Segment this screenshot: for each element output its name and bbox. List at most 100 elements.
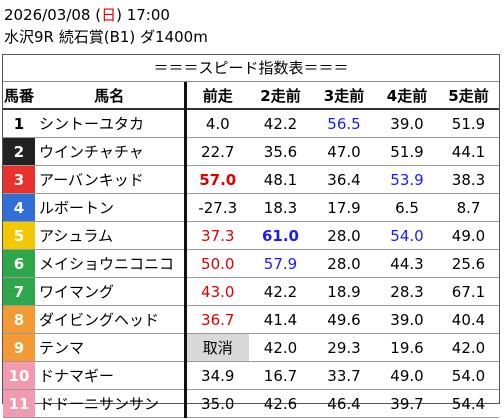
speed-index: 49.0 [376, 361, 438, 390]
speed-index: 17.9 [312, 193, 376, 222]
horse-number: 3 [3, 165, 35, 194]
speed-index: 取消 [185, 333, 249, 362]
horse-name: メイショウニコニコ [35, 249, 187, 278]
speed-index: 16.7 [249, 361, 312, 390]
horse-number: 4 [3, 193, 35, 222]
horse-name: ダイビングヘッド [35, 305, 187, 334]
column-header: 2走前 [249, 82, 312, 110]
column-header: 馬名 [35, 82, 187, 110]
speed-index: 36.7 [185, 305, 249, 334]
column-header: 4走前 [376, 82, 438, 110]
horse-number: 5 [3, 221, 35, 250]
horse-name: シントーユタカ [35, 109, 187, 138]
date-suffix: ) 17:00 [116, 6, 170, 24]
speed-index: 51.9 [438, 109, 499, 138]
date-prefix: 2026/03/08 ( [4, 6, 102, 24]
speed-index: 8.7 [438, 193, 499, 222]
horse-name: アーバンキッド [35, 165, 187, 194]
table-row: 10 ドナマギー 34.9 16.7 33.7 49.0 54.0 [3, 361, 499, 390]
speed-index: 49.0 [438, 221, 499, 250]
horse-number: 8 [3, 305, 35, 334]
speed-index: 53.9 [376, 165, 438, 194]
table-row: 6 メイショウニコニコ 50.0 57.9 28.0 44.3 25.6 [3, 249, 499, 278]
column-header: 5走前 [438, 82, 499, 110]
table-row: 3 アーバンキッド 57.0 48.1 36.4 53.9 38.3 [3, 165, 499, 194]
horse-number: 9 [3, 333, 35, 362]
speed-index: 22.7 [185, 137, 249, 166]
horse-number: 2 [3, 137, 35, 166]
race-info: 水沢9R 続石賞(B1) ダ1400m [4, 28, 208, 46]
speed-index: 19.6 [376, 333, 438, 362]
speed-index: 41.4 [249, 305, 312, 334]
speed-index: 39.0 [376, 109, 438, 138]
table-row: 2 ウインチャチャ 22.7 35.6 47.0 51.9 44.1 [3, 137, 499, 166]
speed-index: 28.0 [312, 249, 376, 278]
horse-number: 7 [3, 277, 35, 306]
speed-index: 48.1 [249, 165, 312, 194]
speed-index: 47.0 [312, 137, 376, 166]
speed-table-box: ＝＝＝スピード指数表＝＝＝ 馬番 馬名 前走 2走前 3走前 4走前 5走前 1 シントーユタ… [2, 54, 500, 418]
table-row: 8 ダイビングヘッド 36.7 41.4 49.6 39.0 40.4 [3, 305, 499, 334]
table-row: 11 ドドーニサンサン 35.0 42.6 46.4 39.7 54.4 [3, 389, 499, 418]
speed-index: 39.7 [376, 389, 438, 418]
table-row: 7 ワイマング 43.0 42.2 18.9 28.3 67.1 [3, 277, 499, 306]
speed-index: 38.3 [438, 165, 499, 194]
horse-name: ルボートン [35, 193, 187, 222]
speed-index: 54.4 [438, 389, 499, 418]
speed-index: 40.4 [438, 305, 499, 334]
table-row: 4 ルボートン -27.3 18.3 17.9 6.5 8.7 [3, 193, 499, 222]
table-title: ＝＝＝スピード指数表＝＝＝ [3, 55, 499, 82]
speed-index: 6.5 [376, 193, 438, 222]
speed-index: 4.0 [185, 109, 249, 138]
speed-index: 37.3 [185, 221, 249, 250]
speed-index: 43.0 [185, 277, 249, 306]
speed-index: 28.3 [376, 277, 438, 306]
speed-index: 29.3 [312, 333, 376, 362]
speed-index: 18.3 [249, 193, 312, 222]
column-header: 前走 [185, 82, 249, 110]
speed-index: 46.4 [312, 389, 376, 418]
speed-index: 42.2 [249, 109, 312, 138]
speed-table: 馬番 馬名 前走 2走前 3走前 4走前 5走前 1 シントーユタカ 4.0 42.2 56.5 39… [3, 82, 499, 418]
column-header: 3走前 [312, 82, 376, 110]
speed-index: 61.0 [249, 221, 312, 250]
speed-index: 49.6 [312, 305, 376, 334]
speed-index: 36.4 [312, 165, 376, 194]
speed-index: 42.6 [249, 389, 312, 418]
horse-name: テンマ [35, 333, 187, 362]
speed-index: 67.1 [438, 277, 499, 306]
horse-number: 6 [3, 249, 35, 278]
speed-index: 35.0 [185, 389, 249, 418]
table-row: 5 アシュラム 37.3 61.0 28.0 54.0 49.0 [3, 221, 499, 250]
speed-index: 44.3 [376, 249, 438, 278]
speed-index: 39.0 [376, 305, 438, 334]
horse-number: 10 [3, 361, 35, 390]
speed-index: 42.0 [438, 333, 499, 362]
table-body: 1 シントーユタカ 4.0 42.2 56.5 39.0 51.9 2 ウインチャチャ 22.7 3… [3, 109, 499, 418]
speed-index: -27.3 [185, 193, 249, 222]
speed-index: 35.6 [249, 137, 312, 166]
horse-name: アシュラム [35, 221, 187, 250]
speed-index: 54.0 [376, 221, 438, 250]
date-line: 2026/03/08 (日) 17:00 [4, 4, 208, 26]
speed-index: 57.0 [185, 165, 249, 194]
horse-name: ワイマング [35, 277, 187, 306]
speed-index: 54.0 [438, 361, 499, 390]
horse-number: 11 [3, 389, 35, 418]
page: 2026/03/08 (日) 17:00 水沢9R 続石賞(B1) ダ1400m… [2, 4, 500, 418]
speed-index: 57.9 [249, 249, 312, 278]
table-row: 9 テンマ 取消 42.0 29.3 19.6 42.0 [3, 333, 499, 362]
horse-name: ドドーニサンサン [35, 389, 187, 418]
table-row: 1 シントーユタカ 4.0 42.2 56.5 39.0 51.9 [3, 109, 499, 138]
header: 2026/03/08 (日) 17:00 水沢9R 続石賞(B1) ダ1400m [4, 4, 208, 48]
speed-index: 33.7 [312, 361, 376, 390]
horse-name: ウインチャチャ [35, 137, 187, 166]
speed-index: 42.0 [249, 333, 312, 362]
speed-index: 34.9 [185, 361, 249, 390]
header-row: 馬番 馬名 前走 2走前 3走前 4走前 5走前 [3, 82, 499, 110]
speed-index: 51.9 [376, 137, 438, 166]
speed-index: 28.0 [312, 221, 376, 250]
speed-index: 50.0 [185, 249, 249, 278]
horse-name: ドナマギー [35, 361, 187, 390]
speed-index: 56.5 [312, 109, 376, 138]
